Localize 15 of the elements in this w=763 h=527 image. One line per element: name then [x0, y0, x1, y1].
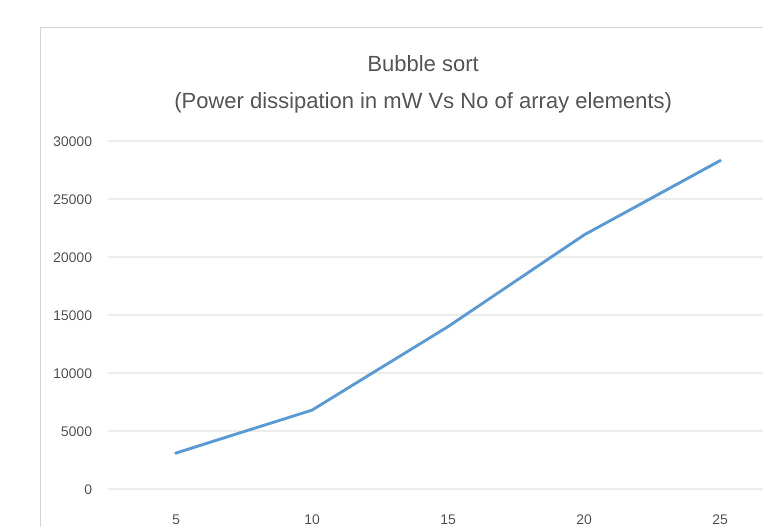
y-tick-label: 30000: [53, 132, 92, 149]
y-tick-label: 10000: [53, 364, 92, 381]
y-tick-label: 15000: [53, 306, 92, 323]
x-tick-label: 10: [304, 510, 320, 527]
y-tick-label: 5000: [60, 422, 92, 439]
y-tick-label: 20000: [53, 248, 92, 265]
x-tick-label: 20: [576, 510, 592, 527]
x-tick-label: 15: [440, 510, 456, 527]
chart-title: Bubble sort: [367, 51, 479, 76]
y-tick-label: 25000: [53, 190, 92, 207]
x-tick-label: 5: [172, 510, 180, 527]
x-tick-label: 25: [712, 510, 728, 527]
line-series: [174, 159, 722, 455]
y-tick-label: 0: [84, 480, 92, 497]
chart-subtitle: (Power dissipation in mW Vs No of array elements): [174, 88, 672, 113]
